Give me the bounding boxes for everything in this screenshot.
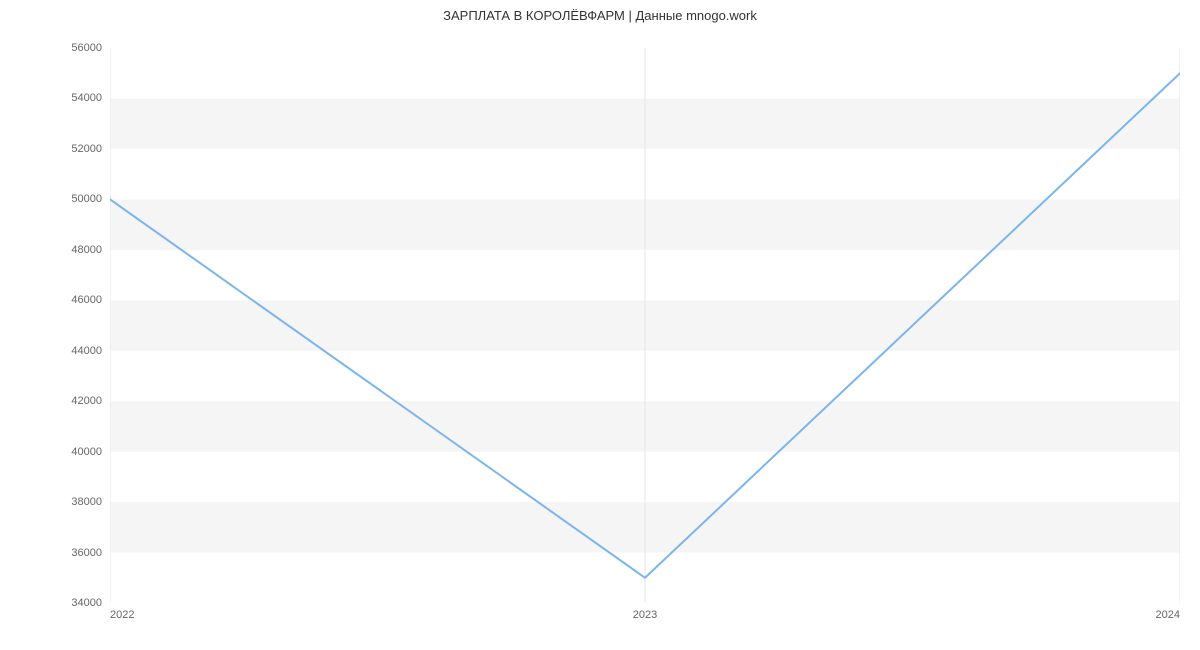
x-tick-label: 2024 — [1156, 603, 1180, 621]
x-tick-label: 2022 — [110, 603, 134, 621]
chart-svg — [110, 48, 1180, 603]
y-tick-label: 48000 — [71, 244, 110, 256]
y-tick-label: 38000 — [71, 496, 110, 508]
y-tick-label: 54000 — [71, 92, 110, 104]
y-tick-label: 52000 — [71, 143, 110, 155]
y-tick-label: 50000 — [71, 193, 110, 205]
y-tick-label: 36000 — [71, 547, 110, 559]
y-tick-label: 56000 — [71, 42, 110, 54]
y-tick-label: 34000 — [71, 597, 110, 609]
y-tick-label: 42000 — [71, 395, 110, 407]
y-tick-label: 40000 — [71, 446, 110, 458]
chart-title: ЗАРПЛАТА В КОРОЛЁВФАРМ | Данные mnogo.wo… — [0, 8, 1200, 23]
chart-plot-area: 3400036000380004000042000440004600048000… — [110, 48, 1180, 603]
y-tick-label: 46000 — [71, 294, 110, 306]
y-tick-label: 44000 — [71, 345, 110, 357]
x-tick-label: 2023 — [633, 603, 657, 621]
